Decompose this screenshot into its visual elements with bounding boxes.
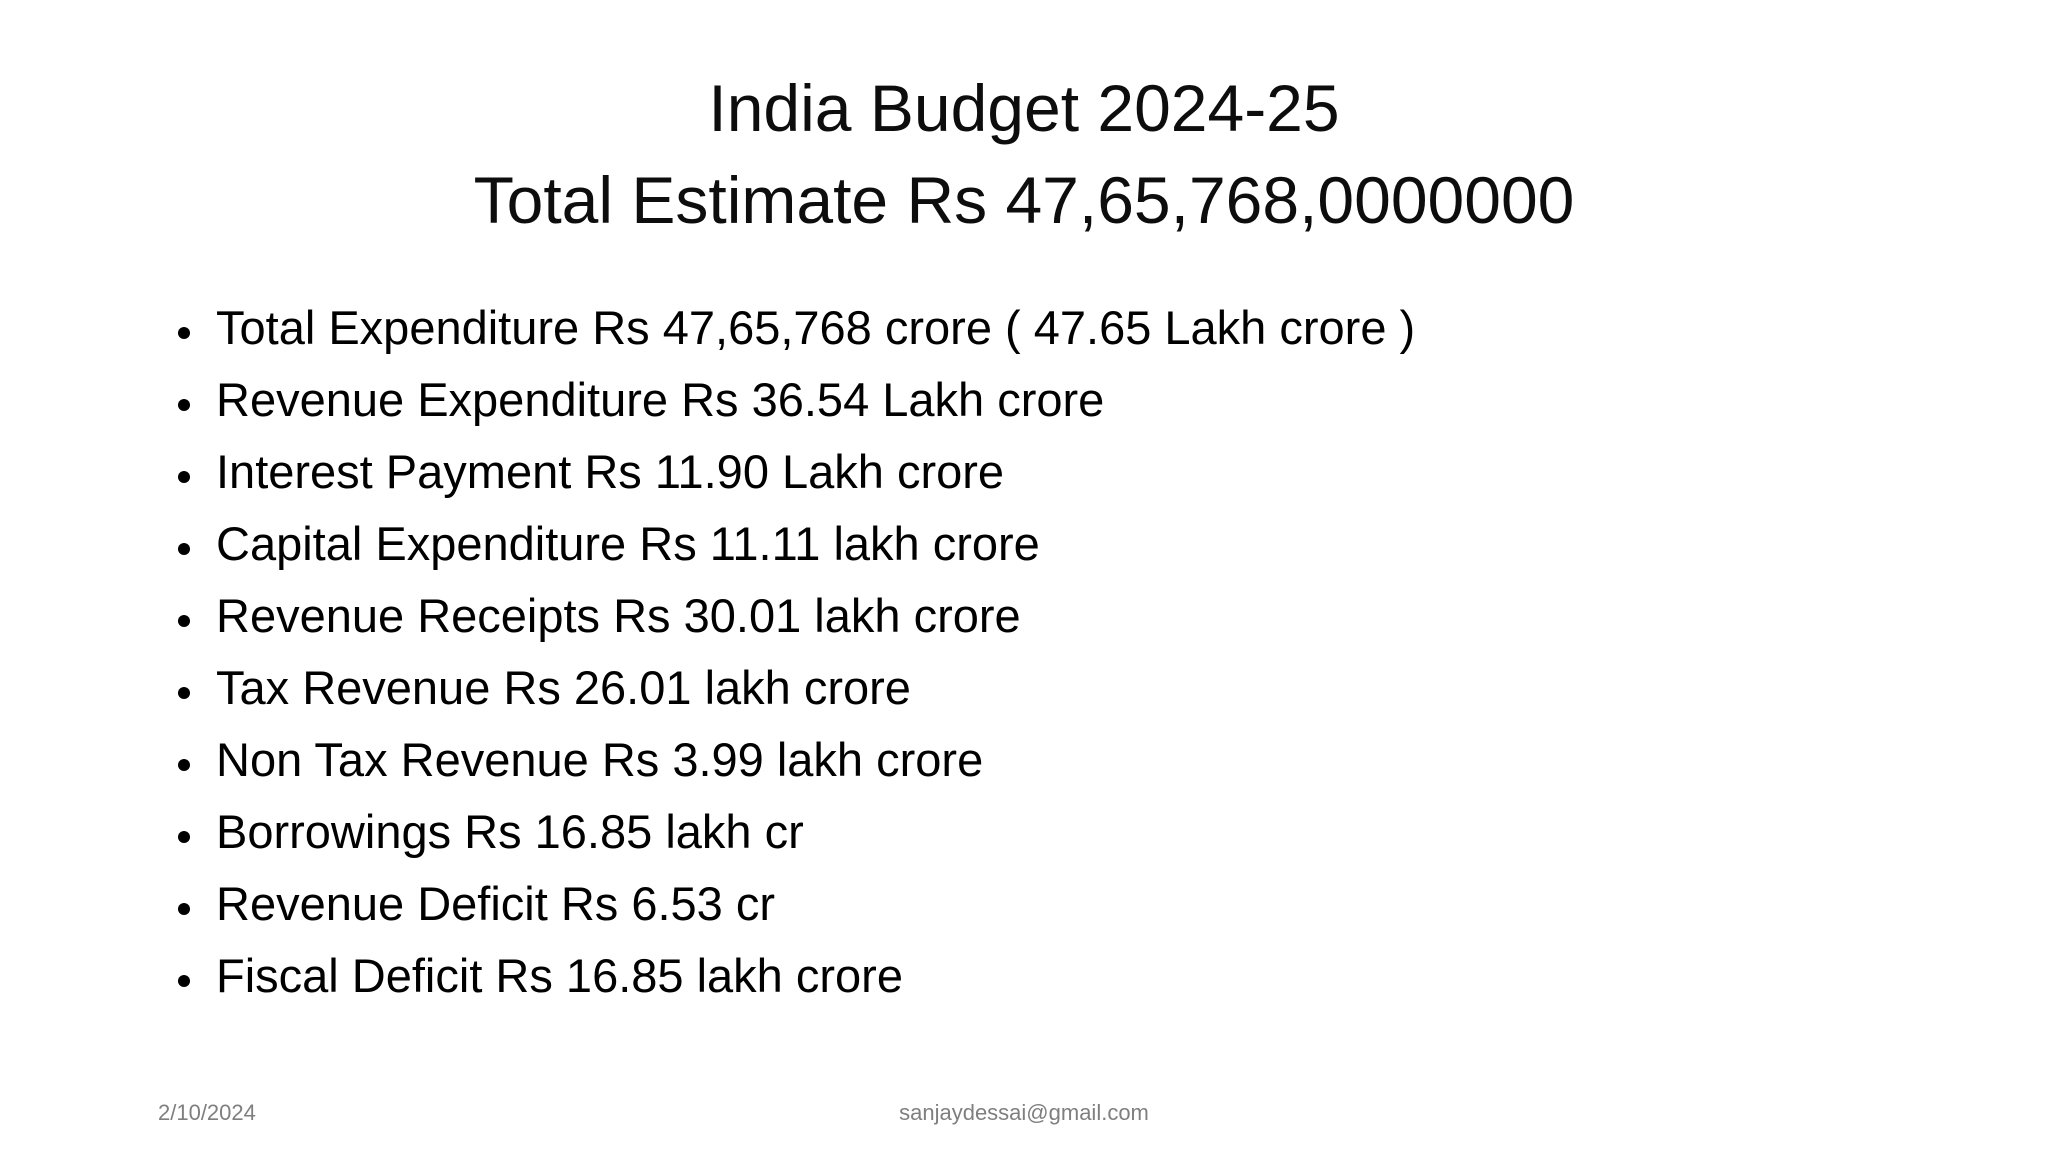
bullet-item-total-expenditure: Total Expenditure Rs 47,65,768 crore ( 4… [208, 292, 1928, 364]
bullet-item-fiscal-deficit: Fiscal Deficit Rs 16.85 lakh crore [208, 940, 1928, 1012]
footer-date: 2/10/2024 [158, 1100, 256, 1125]
slide-title-line1: India Budget 2024-25 [708, 71, 1340, 145]
bullet-item-revenue-deficit: Revenue Deficit Rs 6.53 cr [208, 868, 1928, 940]
slide-footer: 2/10/2024 sanjaydessai@gmail.com [0, 1092, 2048, 1126]
slide-title-line2: Total Estimate Rs 47,65,768,0000000 [473, 163, 1575, 237]
bullet-item-interest-payment: Interest Payment Rs 11.90 Lakh crore [208, 436, 1928, 508]
bullet-item-revenue-receipts: Revenue Receipts Rs 30.01 lakh crore [208, 580, 1928, 652]
bullet-item-capital-expenditure: Capital Expenditure Rs 11.11 lakh crore [208, 508, 1928, 580]
slide-title: India Budget 2024-25 Total Estimate Rs 4… [0, 62, 2048, 246]
bullet-item-borrowings: Borrowings Rs 16.85 lakh cr [208, 796, 1928, 868]
footer-email: sanjaydessai@gmail.com [899, 1100, 1149, 1125]
bullet-item-revenue-expenditure: Revenue Expenditure Rs 36.54 Lakh crore [208, 364, 1928, 436]
bullet-item-non-tax-revenue: Non Tax Revenue Rs 3.99 lakh crore [208, 724, 1928, 796]
bullet-list: Total Expenditure Rs 47,65,768 crore ( 4… [160, 292, 1928, 1012]
bullet-item-tax-revenue: Tax Revenue Rs 26.01 lakh crore [208, 652, 1928, 724]
